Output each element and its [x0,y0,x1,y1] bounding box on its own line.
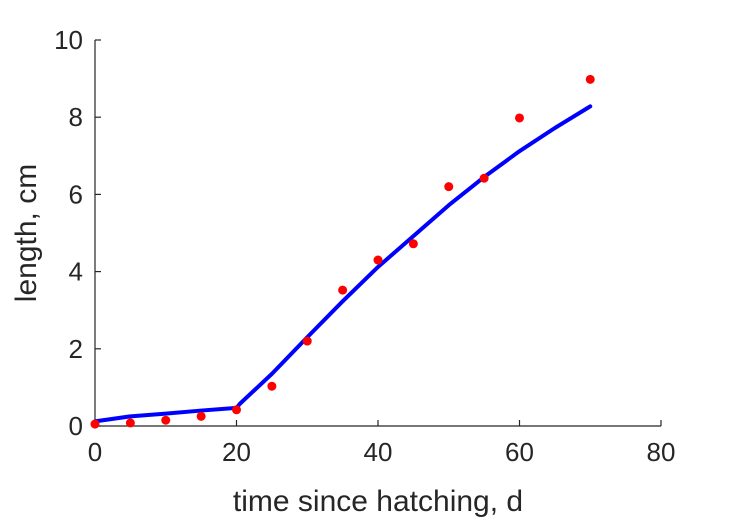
data-point [90,419,100,429]
model-curve [93,104,593,424]
y-tick-label: 0 [69,411,83,441]
data-point [585,74,595,84]
data-point [232,405,241,415]
data-point [338,285,348,295]
data-point [479,173,489,183]
data-point [373,255,383,265]
x-tick-label: 0 [88,437,102,467]
x-tick-label: 80 [647,437,676,467]
data-point [444,182,454,192]
x-tick-label: 40 [364,437,393,467]
y-tick-label: 2 [69,334,83,364]
axes [94,40,661,427]
y-tick-label: 8 [69,102,83,132]
data-point [196,411,206,421]
y-tick-label: 6 [69,179,83,209]
x-axis-label: time since hatching, d [233,485,523,518]
data-point [267,381,277,391]
data-point [161,415,171,425]
data-point [408,239,418,249]
data-point [302,336,312,346]
series-layer [90,74,595,429]
x-tick-label: 60 [505,437,534,467]
y-ticks: 0 2 4 6 8 10 [54,25,101,441]
data-point [515,113,524,123]
y-tick-label: 4 [69,257,83,287]
data-point [125,418,135,428]
x-tick-label: 20 [222,437,251,467]
x-ticks: 0 20 40 60 80 [88,420,676,467]
y-tick-label: 10 [54,25,83,55]
y-axis-label: length, cm [10,164,43,302]
